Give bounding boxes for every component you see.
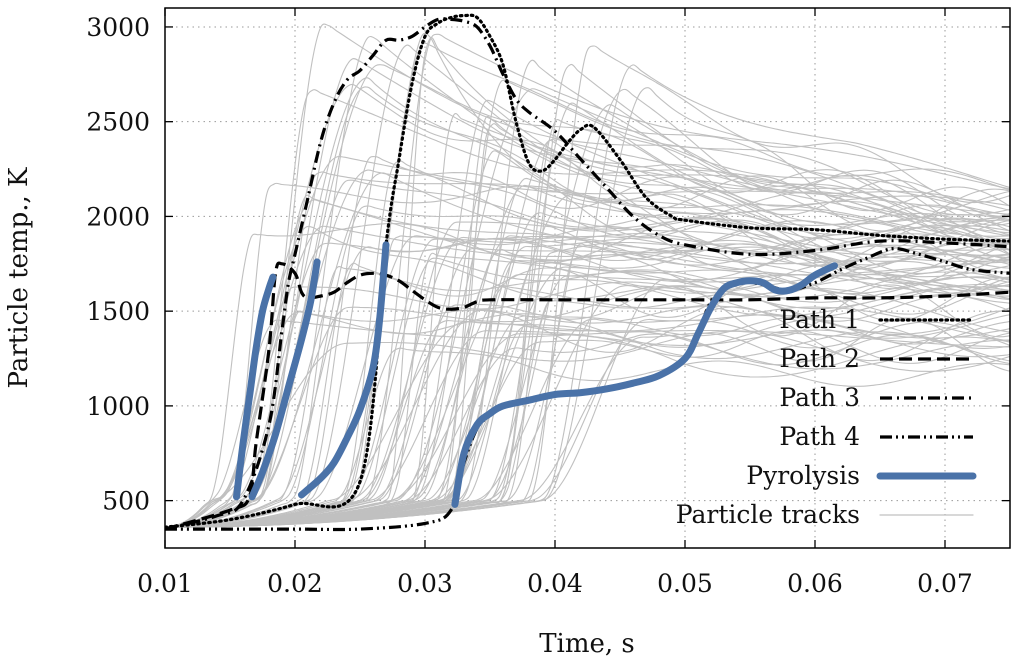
y-tick-label: 2000 [86, 202, 150, 231]
axis-ticks: 0.01 0.02 0.03 0.04 0.05 0.06 0.07 500 1000 1500 2… [86, 8, 1010, 598]
particle-track [165, 305, 1010, 528]
y-axis-title: Particle temp., K [4, 167, 34, 388]
legend: Path 1 Path 2 Path 3 Path 4 Pyrolysis Particl… [676, 305, 977, 529]
particle-track [165, 217, 1010, 528]
particle-track [165, 83, 1010, 528]
x-tick-label: 0.01 [137, 569, 193, 598]
particle-track [165, 266, 1010, 528]
x-tick-label: 0.03 [397, 569, 453, 598]
particle-track [165, 225, 1010, 528]
series-lines [165, 13, 1010, 532]
particle-track [165, 23, 1010, 528]
pyrolysis-line [451, 262, 838, 508]
particle-track [165, 321, 1010, 528]
pyrolysis-line [233, 273, 277, 501]
x-tick-label: 0.02 [267, 569, 323, 598]
x-tick-label: 0.04 [527, 569, 583, 598]
particle-track [165, 171, 1010, 528]
y-tick-label: 1000 [86, 392, 150, 421]
particle-track [165, 247, 1010, 528]
pyrolysis-line [298, 241, 390, 499]
particle-track [165, 160, 1010, 528]
particle-track [165, 182, 1010, 528]
particle-track [165, 233, 1010, 528]
path-3-line [165, 17, 1010, 531]
legend-label: Path 1 [779, 305, 860, 334]
y-tick-label: 2500 [86, 108, 150, 137]
particle-track [165, 33, 1010, 528]
particle-track [165, 64, 1010, 528]
x-tick-label: 0.07 [917, 569, 973, 598]
particle-track [165, 330, 1010, 528]
x-axis-title: Time, s [539, 629, 635, 659]
particle-track [165, 77, 1010, 528]
x-tick-label: 0.06 [787, 569, 843, 598]
legend-label: Particle tracks [676, 500, 860, 529]
particle-track [165, 347, 1010, 528]
legend-label: Path 4 [779, 422, 860, 451]
particle-track [165, 119, 1010, 528]
y-tick-label: 500 [102, 487, 150, 516]
pyrolysis-line [248, 258, 321, 501]
y-tick-label: 3000 [86, 13, 150, 42]
legend-label: Pyrolysis [746, 461, 860, 490]
particle-track [165, 99, 1010, 528]
x-tick-label: 0.05 [657, 569, 713, 598]
particle-track [165, 318, 1010, 528]
legend-label: Path 3 [779, 383, 860, 412]
particle-track [165, 155, 1010, 528]
particle-track [165, 281, 1010, 528]
legend-label: Path 2 [779, 344, 860, 373]
particle-track [165, 306, 1010, 528]
y-tick-label: 1500 [86, 297, 150, 326]
particle-track [165, 194, 1010, 528]
plot-frame [164, 7, 1011, 549]
particle-track [165, 278, 1010, 528]
